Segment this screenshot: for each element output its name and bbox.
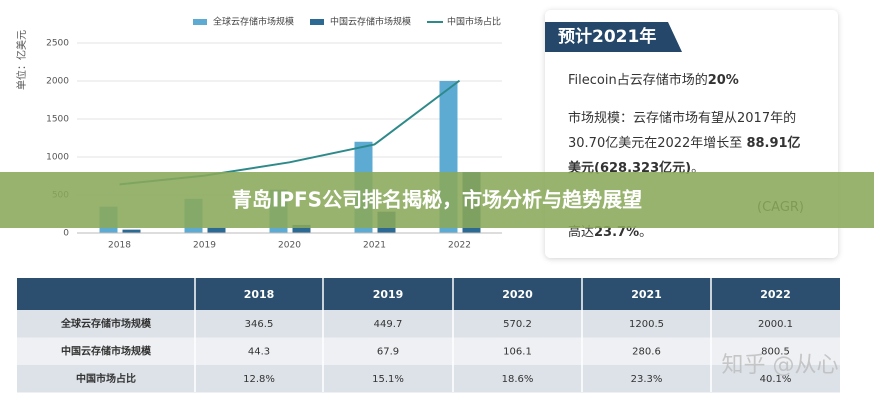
x-tick-label: 2022 bbox=[448, 241, 471, 251]
bar bbox=[207, 227, 226, 233]
x-tick-label: 2020 bbox=[278, 241, 301, 251]
row-label: 全球云存储市场规模 bbox=[60, 317, 152, 330]
card-header bbox=[545, 22, 682, 52]
card-segment: 20% bbox=[708, 73, 739, 88]
watermark: 知乎 @从心 bbox=[722, 353, 839, 378]
card-line: Filecoin占云存储市场的20% bbox=[568, 72, 739, 88]
table-cell: 18.6% bbox=[502, 374, 534, 385]
column-header: 2019 bbox=[373, 288, 404, 301]
table-cell: 346.5 bbox=[245, 319, 274, 330]
row-label: 中国市场占比 bbox=[76, 372, 136, 385]
table-row bbox=[17, 337, 840, 365]
card-segment: 。 bbox=[639, 225, 652, 240]
y-tick-label: 0 bbox=[63, 229, 69, 239]
card-line: 30.70亿美元在2022年增长至 88.91亿 bbox=[568, 135, 801, 151]
y-axis-label: 单位：亿美元 bbox=[15, 30, 28, 90]
legend-label: 中国市场占比 bbox=[447, 16, 501, 28]
card-line: 市场规模：云存储市场有望从2017年的 bbox=[568, 110, 796, 126]
table-cell: 570.2 bbox=[503, 319, 532, 330]
table-cell: 106.1 bbox=[503, 347, 532, 358]
banner-title: 青岛IPFS公司排名揭秘，市场分析与趋势展望 bbox=[232, 188, 642, 212]
column-header: 2021 bbox=[631, 288, 662, 301]
x-tick-label: 2019 bbox=[193, 241, 216, 251]
y-tick-label: 2500 bbox=[46, 39, 69, 49]
legend-label: 中国云存储市场规模 bbox=[330, 16, 411, 28]
column-header: 2020 bbox=[502, 288, 533, 301]
table-cell: 40.1% bbox=[760, 374, 792, 385]
banner bbox=[0, 172, 874, 228]
table-cell: 800.5 bbox=[761, 347, 790, 358]
table-row bbox=[17, 365, 840, 393]
card-segment: 30.70亿美元在2022年增长至 bbox=[568, 136, 746, 151]
legend-label: 全球云存储市场规模 bbox=[213, 16, 294, 28]
x-tick-label: 2021 bbox=[363, 241, 386, 251]
card-segment: 23.7% bbox=[594, 225, 639, 240]
legend-swatch bbox=[193, 19, 207, 25]
column-header: 2018 bbox=[244, 288, 275, 301]
table-cell: 67.9 bbox=[377, 347, 399, 358]
share-line bbox=[119, 79, 461, 186]
table-cell: 2000.1 bbox=[758, 319, 793, 330]
x-tick-label: 2018 bbox=[108, 241, 131, 251]
table-cell: 44.3 bbox=[248, 347, 270, 358]
card-segment: 市场规模：云存储市场有望从2017年的 bbox=[568, 110, 796, 126]
bar bbox=[292, 224, 311, 233]
table-cell: 23.3% bbox=[631, 374, 663, 385]
y-tick-label: 1500 bbox=[46, 115, 69, 125]
table-row bbox=[17, 310, 840, 338]
card-title: 预计2021年 bbox=[558, 26, 656, 47]
table-cell: 280.6 bbox=[632, 347, 661, 358]
table-header bbox=[17, 278, 840, 310]
y-tick-label: 1000 bbox=[46, 153, 69, 163]
card-segment: 美元(628.323亿元) bbox=[568, 160, 691, 176]
card-line: 美元(628.323亿元)。 bbox=[568, 160, 704, 176]
row-label: 中国云存储市场规模 bbox=[61, 345, 152, 358]
column-header: 2022 bbox=[760, 288, 791, 301]
table-cell: 15.1% bbox=[372, 374, 404, 385]
card-segment: 。 bbox=[691, 161, 704, 176]
y-tick-label: 2000 bbox=[46, 77, 69, 87]
card-segment: 88.91亿 bbox=[746, 135, 800, 151]
legend-swatch bbox=[310, 19, 324, 25]
table-cell: 449.7 bbox=[374, 319, 403, 330]
bar bbox=[122, 229, 141, 233]
table: 2018 2019 2020 2021 2022 全球云存储市场规模 346.5 449.7 5… bbox=[17, 278, 840, 393]
table-cell: 12.8% bbox=[243, 374, 275, 385]
table-cell: 1200.5 bbox=[629, 319, 664, 330]
card-segment: Filecoin占云存储市场的 bbox=[568, 72, 708, 88]
